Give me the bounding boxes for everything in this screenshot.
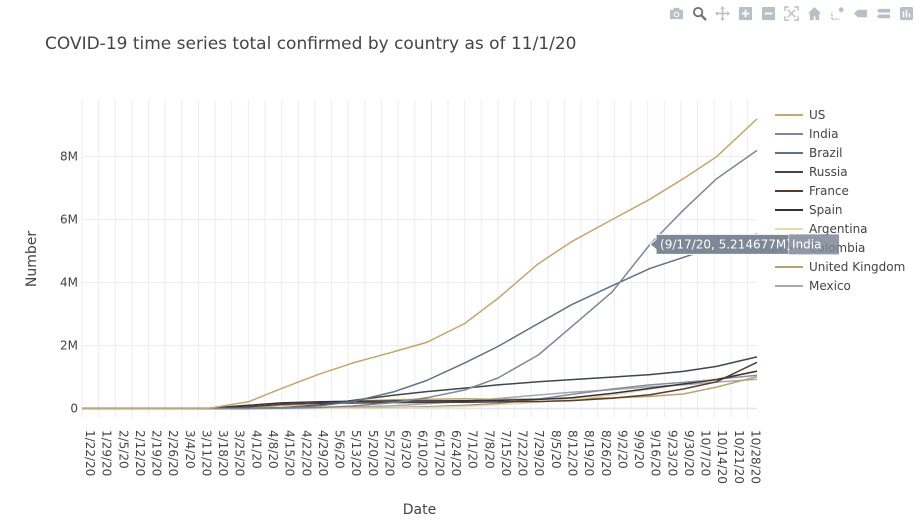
x-tick-label: 5/13/20 bbox=[349, 430, 363, 476]
y-tick-label: 2M bbox=[60, 339, 78, 353]
plotly-logo-icon[interactable] bbox=[896, 4, 917, 22]
x-tick-label: 2/19/20 bbox=[150, 430, 164, 476]
x-tick-label: 9/9/20 bbox=[632, 430, 646, 469]
autoscale-icon[interactable] bbox=[781, 4, 802, 22]
hover-value: (9/17/20, 5.214677M) bbox=[660, 237, 791, 251]
legend-label: US bbox=[809, 108, 825, 122]
home-icon[interactable] bbox=[804, 4, 825, 22]
hover-tooltip: (9/17/20, 5.214677M) India bbox=[649, 233, 840, 255]
hover-series-name: India bbox=[792, 237, 821, 251]
x-axis: 1/22/20 1/29/20 2/5/20 2/12/20 2/19/20 2/26/2… bbox=[83, 430, 762, 484]
legend-item-india[interactable]: India bbox=[775, 127, 838, 141]
y-axis-title: Number bbox=[24, 231, 40, 287]
zoom-in-icon[interactable] bbox=[735, 4, 756, 22]
legend-item-us[interactable]: US bbox=[775, 108, 825, 122]
x-tick-label: 2/5/20 bbox=[116, 430, 130, 469]
x-tick-label: 9/23/20 bbox=[665, 430, 679, 476]
x-tick-label: 10/21/20 bbox=[732, 430, 746, 484]
legend-item-united-kingdom[interactable]: United Kingdom bbox=[775, 260, 905, 274]
series-line-france[interactable] bbox=[82, 361, 758, 410]
x-tick-label: 4/29/20 bbox=[316, 430, 330, 476]
spike-lines-icon[interactable] bbox=[827, 4, 848, 22]
legend-item-brazil[interactable]: Brazil bbox=[775, 146, 843, 160]
series-line-spain[interactable] bbox=[82, 370, 758, 410]
x-tick-label: 8/26/20 bbox=[599, 430, 613, 476]
x-tick-label: 6/24/20 bbox=[449, 430, 463, 476]
x-tick-label: 7/22/20 bbox=[516, 430, 530, 476]
x-tick-label: 1/22/20 bbox=[83, 430, 97, 476]
x-tick-label: 4/1/20 bbox=[249, 430, 263, 469]
x-tick-label: 10/7/20 bbox=[699, 430, 713, 476]
y-tick-label: 4M bbox=[60, 276, 78, 290]
x-tick-label: 5/20/20 bbox=[366, 430, 380, 476]
x-tick-label: 4/22/20 bbox=[299, 430, 313, 476]
y-tick-label: 6M bbox=[60, 213, 78, 227]
legend: USIndiaBrazilRussiaFranceSpainArgentinaC… bbox=[775, 108, 905, 293]
x-tick-label: 7/15/20 bbox=[499, 430, 513, 476]
chart-title: COVID-19 time series total confirmed by … bbox=[45, 34, 577, 54]
legend-label: United Kingdom bbox=[809, 260, 905, 274]
legend-item-spain[interactable]: Spain bbox=[775, 203, 843, 217]
y-axis: 0 2M 4M 6M 8M bbox=[60, 150, 78, 416]
x-tick-label: 5/27/20 bbox=[382, 430, 396, 476]
x-tick-label: 10/14/20 bbox=[715, 430, 729, 484]
legend-label: France bbox=[809, 184, 849, 198]
x-tick-label: 9/16/20 bbox=[649, 430, 663, 476]
series-line-us[interactable] bbox=[82, 118, 758, 410]
pan-icon[interactable] bbox=[712, 4, 733, 22]
x-tick-label: 1/29/20 bbox=[100, 430, 114, 476]
y-tick-label: 0 bbox=[70, 402, 78, 416]
x-tick-label: 4/15/20 bbox=[283, 430, 297, 476]
x-tick-label: 5/6/20 bbox=[333, 430, 347, 469]
legend-label: Argentina bbox=[809, 222, 868, 236]
legend-item-mexico[interactable]: Mexico bbox=[775, 279, 851, 293]
x-tick-label: 2/12/20 bbox=[133, 430, 147, 476]
x-tick-label: 9/2/20 bbox=[615, 430, 629, 469]
x-tick-label: 6/3/20 bbox=[399, 430, 413, 469]
legend-label: Spain bbox=[809, 203, 843, 217]
zoom-icon[interactable] bbox=[689, 4, 710, 22]
x-tick-label: 7/1/20 bbox=[466, 430, 480, 469]
x-tick-label: 3/11/20 bbox=[199, 430, 213, 476]
x-tick-label: 9/30/20 bbox=[682, 430, 696, 476]
hover-closest-icon[interactable] bbox=[850, 4, 871, 22]
legend-label: India bbox=[809, 127, 838, 141]
x-tick-label: 8/5/20 bbox=[549, 430, 563, 469]
x-tick-label: 2/26/20 bbox=[166, 430, 180, 476]
grid bbox=[81, 100, 757, 418]
x-tick-label: 7/8/20 bbox=[482, 430, 496, 469]
x-axis-title: Date bbox=[403, 502, 436, 518]
x-tick-label: 3/25/20 bbox=[233, 430, 247, 476]
x-tick-label: 6/17/20 bbox=[432, 430, 446, 476]
legend-item-france[interactable]: France bbox=[775, 184, 849, 198]
hover-name-box bbox=[789, 234, 840, 255]
x-tick-label: 3/18/20 bbox=[216, 430, 230, 476]
x-tick-label: 3/4/20 bbox=[183, 430, 197, 469]
legend-label: Brazil bbox=[809, 146, 843, 160]
zoom-out-icon[interactable] bbox=[758, 4, 779, 22]
modebar bbox=[666, 4, 917, 22]
x-tick-label: 8/19/20 bbox=[582, 430, 596, 476]
legend-label: Russia bbox=[809, 165, 848, 179]
hover-compare-icon[interactable] bbox=[873, 4, 894, 22]
x-tick-label: 7/29/20 bbox=[532, 430, 546, 476]
x-tick-label: 6/10/20 bbox=[416, 430, 430, 476]
plot-area[interactable] bbox=[82, 100, 757, 418]
legend-item-russia[interactable]: Russia bbox=[775, 165, 848, 179]
x-tick-label: 4/8/20 bbox=[266, 430, 280, 469]
x-tick-label: 8/12/20 bbox=[565, 430, 579, 476]
camera-icon[interactable] bbox=[666, 4, 687, 22]
y-tick-label: 8M bbox=[60, 150, 78, 164]
legend-label: Mexico bbox=[809, 279, 851, 293]
legend-item-argentina[interactable]: Argentina bbox=[775, 222, 868, 236]
x-tick-label: 10/28/20 bbox=[748, 430, 762, 484]
